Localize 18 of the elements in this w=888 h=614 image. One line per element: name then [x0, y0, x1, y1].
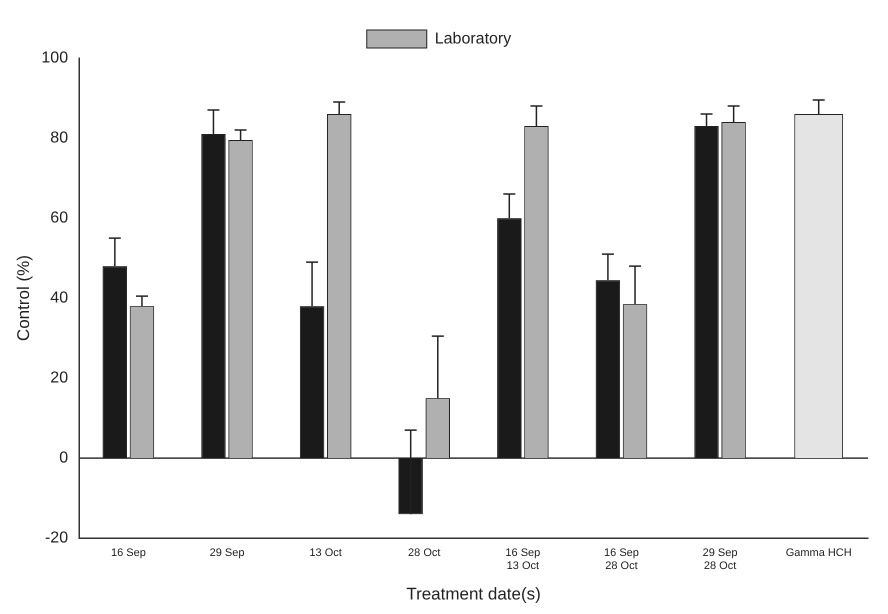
x-tick-label: 16 Sep [110, 546, 146, 559]
y-tick-label: 80 [50, 129, 68, 146]
x-tick-label: Gamma HCH [786, 546, 852, 559]
y-tick-label: 60 [50, 209, 68, 226]
x-tick-label: 16 Sep 28 Oct [604, 546, 639, 572]
x-tick-label: 16 Sep 13 Oct [505, 546, 540, 572]
y-tick-label: 100 [41, 49, 68, 66]
x-tick-label: 13 Oct [309, 546, 342, 559]
legend-label: Laboratory [434, 30, 512, 48]
x-axis-title: Treatment date(s) [406, 584, 541, 604]
x-tick-label: 29 Sep 28 Oct [702, 546, 738, 572]
y-tick-label: 20 [50, 370, 68, 387]
y-tick-label: 40 [50, 290, 68, 307]
y-axis-title: Control (%) [14, 255, 33, 342]
y-tick-label: 0 [59, 450, 68, 467]
x-tick-label: 28 Oct [408, 546, 440, 559]
x-tick-label: 29 Sep [210, 546, 244, 559]
y-tick-label: -20 [44, 530, 68, 547]
